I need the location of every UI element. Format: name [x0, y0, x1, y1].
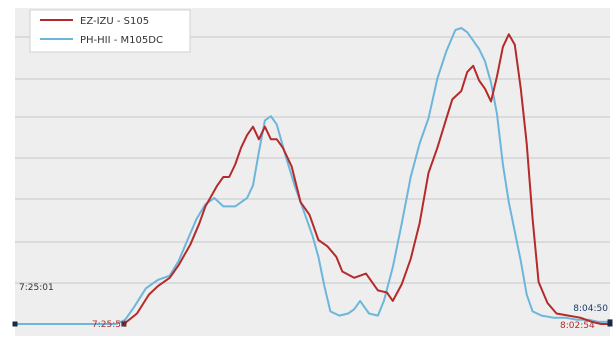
legend-label-series-2: PH-HII - M105DC: [80, 35, 163, 46]
series-1-end-marker: [607, 321, 613, 327]
series-line-1: [123, 33, 610, 325]
series-1-end-label: 8:02:54: [560, 321, 595, 331]
series-2-end-label: 8:04:50: [573, 304, 608, 314]
series-2-start-marker: [12, 321, 18, 327]
plot-area: [15, 8, 610, 336]
legend-box: [29, 9, 191, 53]
series-layer: [12, 27, 613, 327]
series-1-start-marker: [121, 321, 127, 327]
legend: EZ-IZU - S105 PH-HII - M105DC: [29, 9, 191, 53]
series-1-start-label: 7:25:54: [92, 320, 127, 330]
legend-label-series-1: EZ-IZU - S105: [80, 16, 149, 27]
series-2-start-label: 7:25:01: [19, 283, 54, 293]
time-labels: 7:25:01 8:04:50 7:25:54 8:02:54: [19, 283, 608, 331]
series-line-2: [15, 27, 610, 325]
